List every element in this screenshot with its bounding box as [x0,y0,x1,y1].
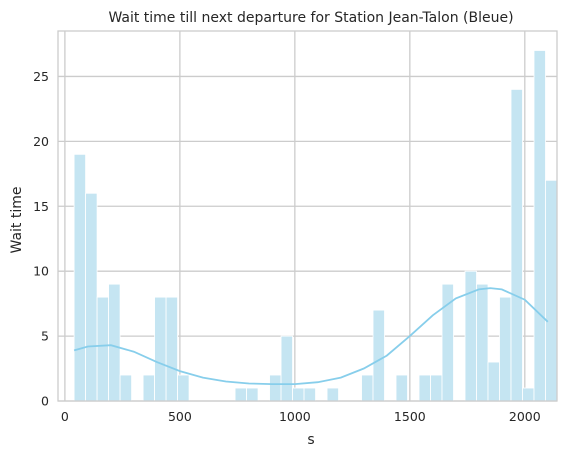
histogram-bar [510,89,523,402]
histogram-bar [430,374,443,402]
axes-frame [57,30,558,402]
histogram-bar [533,50,546,402]
kde-curve [73,287,549,385]
y-tick-label: 0 [41,394,49,409]
x-tick-labels: 0 500 1000 1500 2000 [61,409,541,424]
x-tick-label: 0 [61,409,69,424]
histogram-bar [177,374,190,402]
x-axis-label: s [307,432,314,448]
histogram-bar [476,283,489,402]
x-tick-label: 500 [168,409,192,424]
histogram-bar [522,387,535,402]
histogram-bar [372,309,385,402]
histogram-bar [108,283,121,402]
x-tick-label: 1500 [394,409,426,424]
histogram-bar [165,296,178,402]
y-tick-label: 10 [33,264,49,279]
histogram-bar [280,335,293,402]
histogram-bar [246,387,259,402]
y-tick-label: 15 [33,199,49,214]
y-tick-label: 5 [41,329,49,344]
histogram-bar [326,387,339,402]
histogram-bar [545,179,558,402]
histogram-bar [85,192,98,402]
chart-title: Wait time till next departure for Statio… [108,10,513,26]
histogram-bar [395,374,408,402]
histogram-bars [73,50,558,402]
kde-curve-group [73,287,549,385]
histogram-bar [418,374,431,402]
plot-frame [57,30,558,402]
histogram-bar [487,361,500,402]
histogram-bar [119,374,132,402]
y-tick-labels: 0 5 10 15 20 25 [33,69,49,409]
histogram-bar [154,296,167,402]
histogram-bar [292,387,305,402]
y-tick-label: 20 [33,134,49,149]
histogram-bar [303,387,316,402]
x-tick-label: 1000 [279,409,311,424]
histogram-bar [142,374,155,402]
histogram-bar [96,296,109,402]
histogram-bar [269,374,282,402]
histogram-bar [234,387,247,402]
histogram-bar [73,153,86,402]
histogram-bar [361,374,374,402]
histogram-bar [499,296,512,402]
y-tick-label: 25 [33,69,49,84]
x-tick-label: 2000 [509,409,541,424]
y-axis-label: Wait time [9,187,25,254]
